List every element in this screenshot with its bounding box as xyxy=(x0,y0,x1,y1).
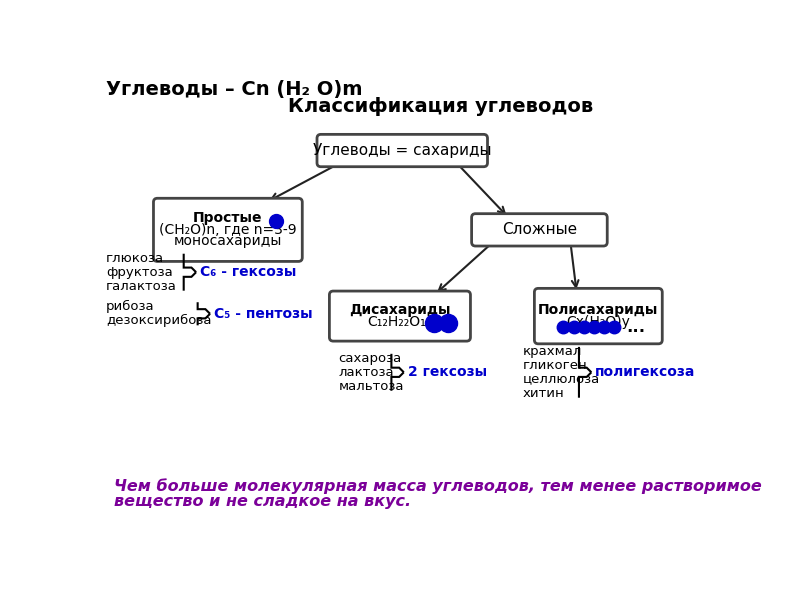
Text: целлюлоза: целлюлоза xyxy=(522,373,600,386)
Text: 2 гексозы: 2 гексозы xyxy=(408,365,486,379)
Text: мальтоза: мальтоза xyxy=(338,380,404,392)
Text: сахароза: сахароза xyxy=(338,352,402,365)
Text: (CH₂O)n, где n=3-9: (CH₂O)n, где n=3-9 xyxy=(159,223,297,237)
Text: глюкоза: глюкоза xyxy=(106,252,164,265)
Text: C₁₂H₂₂O₁₁: C₁₂H₂₂O₁₁ xyxy=(368,315,432,329)
Text: Простые: Простые xyxy=(193,211,262,225)
Text: Углеводы – Cn (H₂ O)m: Углеводы – Cn (H₂ O)m xyxy=(106,80,362,98)
Text: фруктоза: фруктоза xyxy=(106,266,173,278)
Text: ...: ... xyxy=(626,318,646,336)
FancyBboxPatch shape xyxy=(154,198,302,262)
Text: Полисахариды: Полисахариды xyxy=(538,304,658,317)
Text: Дисахариды: Дисахариды xyxy=(349,304,450,317)
Text: Углеводы = сахариды: Углеводы = сахариды xyxy=(313,143,491,158)
Text: рибоза: рибоза xyxy=(106,301,155,313)
Text: Классификация углеводов: Классификация углеводов xyxy=(288,97,594,116)
Text: лактоза: лактоза xyxy=(338,366,394,379)
FancyBboxPatch shape xyxy=(472,214,607,246)
FancyBboxPatch shape xyxy=(534,289,662,344)
FancyBboxPatch shape xyxy=(330,291,470,341)
Text: хитин: хитин xyxy=(522,386,564,400)
Text: гликоген: гликоген xyxy=(522,359,587,372)
Text: Сложные: Сложные xyxy=(502,223,577,238)
Text: дезоксирибоза: дезоксирибоза xyxy=(106,314,212,327)
Text: Cx(H₂O)y: Cx(H₂O)y xyxy=(566,315,630,329)
Text: вещество и не сладкое на вкус.: вещество и не сладкое на вкус. xyxy=(114,494,411,509)
Text: крахмал: крахмал xyxy=(522,345,582,358)
Text: C₆ - гексозы: C₆ - гексозы xyxy=(200,265,296,279)
Text: галактоза: галактоза xyxy=(106,280,177,293)
Text: моносахариды: моносахариды xyxy=(174,235,282,248)
Text: C₅ - пентозы: C₅ - пентозы xyxy=(214,307,313,321)
FancyBboxPatch shape xyxy=(317,134,487,167)
Text: Чем больше молекулярная масса углеводов, тем менее растворимое: Чем больше молекулярная масса углеводов,… xyxy=(114,479,762,494)
Text: полигексоза: полигексоза xyxy=(595,365,696,379)
